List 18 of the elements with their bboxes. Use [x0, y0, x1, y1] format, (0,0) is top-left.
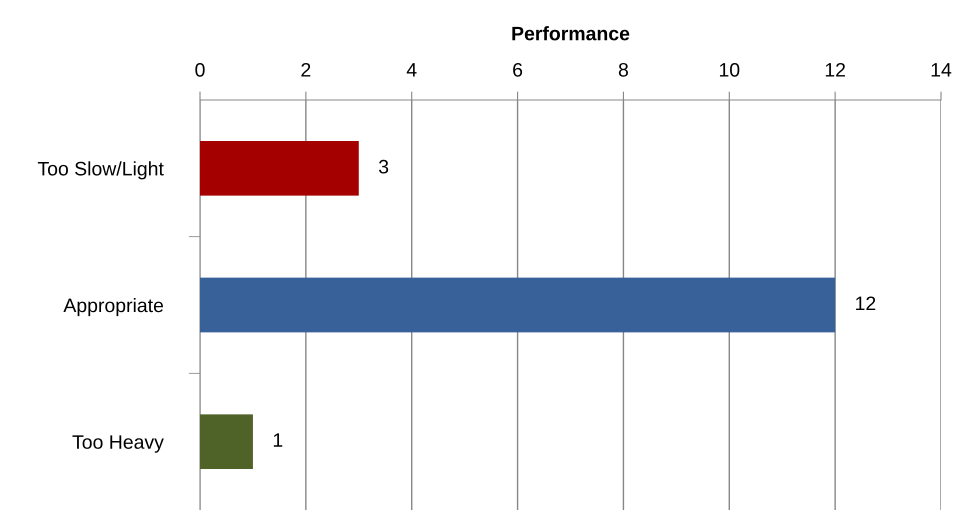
x-tick-label: 12	[826, 62, 845, 77]
bar	[200, 278, 836, 332]
data-label: 12	[856, 296, 876, 310]
bar	[200, 414, 253, 469]
x-tick-label: 8	[618, 62, 628, 77]
x-tick-label: 4	[406, 63, 417, 77]
y-tick-label: Appropriate	[63, 298, 164, 316]
x-tick-label: 2	[301, 62, 310, 77]
y-tick-label: Too Slow/Light	[38, 161, 164, 180]
data-label: 1	[274, 433, 282, 447]
bar	[200, 141, 359, 196]
x-tick-label: 6	[513, 62, 522, 77]
chart-title: Performance	[512, 26, 630, 40]
x-tick-label: 10	[720, 62, 740, 77]
x-tick-label: 0	[195, 62, 205, 77]
y-tick-label: Too Heavy	[72, 435, 164, 453]
x-tick-label: 14	[932, 63, 952, 77]
data-label: 3	[378, 160, 388, 174]
